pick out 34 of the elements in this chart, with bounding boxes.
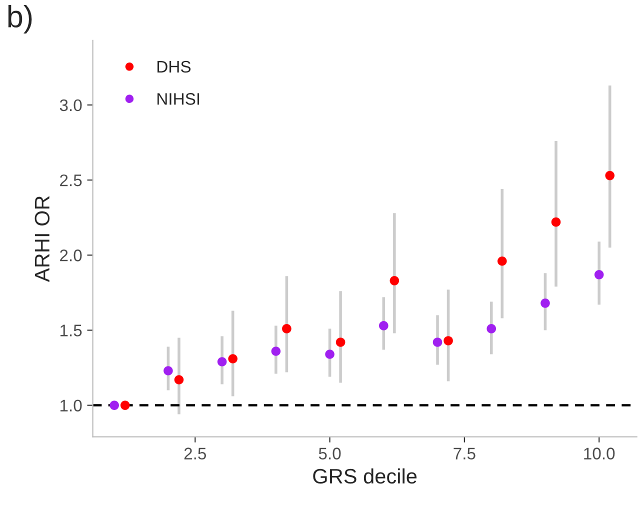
y-tick-label: 1.0 — [60, 400, 82, 412]
y-tick-label: 2.0 — [60, 250, 82, 262]
point — [271, 346, 281, 356]
x-tick-label: 7.5 — [454, 448, 476, 460]
point — [444, 336, 453, 346]
y-axis-title: ARHI OR — [34, 196, 50, 282]
x-axis-title: GRS decile — [313, 468, 417, 484]
x-tick-label: 10.0 — [584, 448, 615, 460]
point — [594, 270, 604, 280]
y-tick-label: 2.5 — [60, 174, 82, 186]
y-tick-label: 3.0 — [60, 99, 82, 112]
point — [551, 217, 561, 227]
point — [325, 350, 334, 359]
y-tick-label: 1.5 — [60, 324, 82, 336]
point — [174, 375, 184, 384]
point — [217, 357, 227, 366]
point — [378, 321, 388, 330]
legend-label: DHS — [158, 60, 191, 73]
point — [282, 324, 292, 334]
point — [120, 400, 130, 410]
x-tick-label: 5.0 — [318, 448, 341, 460]
point — [605, 170, 615, 180]
text: b) — [8, 5, 32, 34]
point — [497, 256, 507, 266]
point — [164, 366, 173, 376]
point — [228, 354, 238, 364]
x-tick-label: 2.5 — [184, 448, 206, 460]
point — [540, 298, 550, 308]
point — [110, 400, 120, 410]
legend-label: NIHSI — [158, 93, 200, 105]
point — [486, 324, 496, 334]
point — [432, 338, 442, 347]
point — [390, 276, 400, 286]
point — [336, 338, 346, 347]
